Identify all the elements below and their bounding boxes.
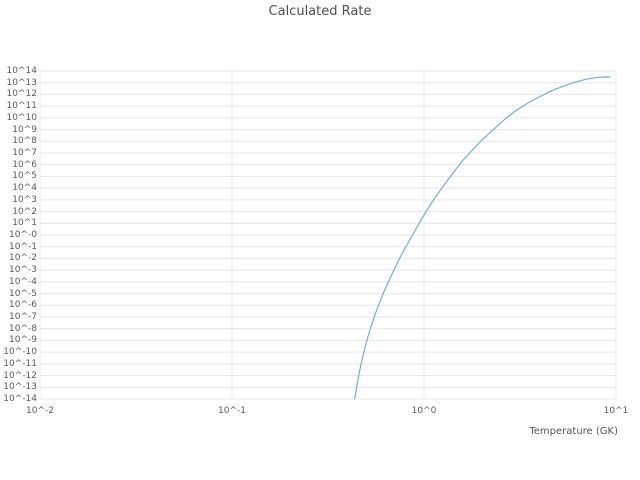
x-tick-label: 10^1: [603, 406, 629, 416]
y-tick-label: 10^-7: [9, 312, 37, 322]
y-tick-label: 10^3: [12, 194, 37, 205]
y-tick-label: 10^-4: [9, 276, 37, 287]
y-tick-label: 10^-2: [9, 253, 37, 264]
y-tick-label: 10^-5: [9, 288, 37, 299]
y-tick-label: 10^-13: [3, 382, 37, 393]
y-tick-label: 10^2: [12, 206, 37, 217]
y-tick-label: 10^-0: [9, 230, 37, 240]
y-tick-label: 10^9: [12, 124, 37, 135]
y-tick-label: 10^12: [6, 89, 37, 100]
x-tick-label: 10^0: [411, 406, 437, 416]
y-tick-label: 10^-14: [3, 394, 37, 404]
y-tick-label: 10^13: [6, 77, 37, 88]
y-tick-label: 10^1: [12, 218, 37, 229]
y-tick-label: 10^-10: [3, 347, 37, 358]
y-tick-label: 10^14: [6, 66, 37, 76]
x-axis-title: Temperature (GK): [529, 426, 618, 437]
y-tick-label: 10^-8: [9, 323, 37, 334]
y-tick-label: 10^5: [12, 171, 37, 182]
y-tick-label: 10^-12: [3, 370, 37, 381]
y-tick-label: 10^-9: [9, 335, 37, 346]
chart-title: Calculated Rate: [268, 4, 372, 19]
x-tick-label: 10^-2: [26, 406, 54, 416]
y-tick-label: 10^-1: [9, 241, 37, 252]
y-tick-label: 10^4: [12, 183, 37, 194]
y-tick-label: 10^11: [6, 101, 37, 112]
y-tick-label: 10^6: [12, 159, 37, 170]
rate-line-series: [353, 76, 611, 400]
y-tick-label: 10^8: [12, 136, 37, 147]
y-tick-label: 10^-3: [9, 265, 37, 276]
y-tick-label: 10^7: [12, 148, 37, 158]
y-tick-label: 10^-6: [9, 300, 37, 311]
y-tick-label: 10^-11: [3, 358, 37, 369]
x-tick-label: 10^-1: [218, 406, 246, 416]
y-tick-label: 10^10: [6, 112, 37, 123]
